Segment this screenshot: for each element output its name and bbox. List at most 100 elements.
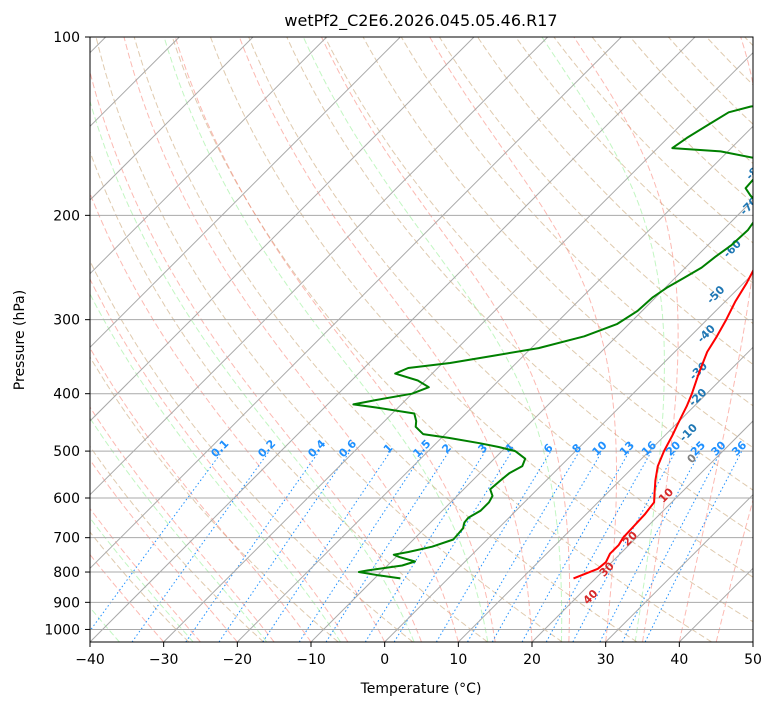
mixing-ratio-label: 30 — [709, 438, 729, 458]
moist-adiabats — [90, 37, 753, 642]
temperature-line — [573, 268, 753, 580]
moist-adiabat-line — [174, 37, 496, 642]
mixing-ratio-line — [90, 450, 223, 632]
wetbulb-line — [163, 37, 489, 642]
isotherm-line — [605, 493, 753, 642]
moist-adiabat-line — [752, 640, 753, 642]
y-tick-label: 300 — [53, 313, 80, 329]
y-tick-label: 900 — [53, 595, 80, 611]
mixing-ratio-line — [298, 450, 425, 642]
y-tick-label: 700 — [53, 531, 80, 547]
mixing-ratio-line — [572, 450, 677, 642]
dry-adiabat-line — [706, 37, 753, 86]
mixing-ratio-label: 2 — [439, 441, 454, 456]
dry-adiabat-label: -90 — [760, 109, 775, 132]
mixing-ratio-label: 0.1 — [208, 437, 231, 460]
isotherm-line — [531, 420, 753, 642]
moist-adiabat-line — [715, 498, 753, 642]
dry-adiabat-line — [90, 259, 414, 642]
x-tick-label: 40 — [670, 652, 688, 668]
y-axis-ticks: 100 200 300 400 500 600 700 800 900 1000 — [44, 30, 90, 638]
dry-adiabat-line — [90, 150, 488, 642]
x-tick-label: −30 — [149, 652, 179, 668]
y-tick-label: 200 — [53, 208, 80, 224]
wetbulb-line — [541, 37, 665, 642]
dry-adiabat-label: -30 — [687, 359, 710, 382]
x-tick-label: −40 — [75, 652, 105, 668]
isotherm-line — [90, 37, 401, 349]
isotherm-line — [310, 199, 753, 642]
mixing-ratio-label: 1.5 — [410, 437, 433, 460]
wetbulb-line — [90, 99, 415, 642]
y-tick-label: 100 — [53, 30, 80, 46]
moist-adiabat-line — [90, 192, 386, 642]
plot-area: -100-90-80-70-60-50-40-30-20-10010203040… — [90, 37, 775, 642]
x-axis-label: Temperature (°C) — [360, 681, 482, 697]
moist-adiabat-line — [429, 37, 617, 642]
mixing-ratio-label: 13 — [617, 439, 637, 459]
mixing-ratio-label: 6 — [541, 441, 556, 456]
isotherm-line — [384, 272, 753, 642]
mixing-ratio-line — [644, 450, 743, 642]
x-tick-label: 10 — [449, 652, 467, 668]
y-axis-label: Pressure (hPa) — [12, 290, 28, 390]
mixing-ratio-line — [185, 450, 320, 642]
y-tick-label: 400 — [53, 387, 80, 403]
y-tick-label: 500 — [53, 444, 80, 460]
dry-adiabat-line — [133, 37, 638, 642]
mixing-ratio-line — [545, 450, 653, 642]
isotherm-line — [163, 51, 753, 642]
moist-adiabat-line — [573, 37, 679, 642]
moist-adiabat-line — [90, 507, 201, 642]
dry-adiabat-line — [248, 37, 753, 578]
dry-adiabat-line — [591, 37, 753, 204]
mixing-ratio-label: 16 — [639, 438, 659, 458]
grid-lines — [90, 37, 753, 642]
plot-frame — [89, 36, 754, 643]
dry-adiabat-line — [400, 37, 753, 407]
wetbulb-line — [90, 417, 268, 642]
mixing-ratio-line — [467, 450, 580, 642]
mixing-ratio-line — [325, 450, 450, 642]
dry-adiabat-label: -60 — [721, 237, 744, 260]
dry-adiabat-line — [90, 445, 264, 642]
moist-adiabat-line — [90, 553, 165, 642]
wetbulb-line — [90, 517, 194, 642]
wetbulb-line — [90, 292, 341, 642]
isotherm-line — [457, 346, 753, 642]
x-tick-label: −10 — [296, 652, 326, 668]
mixing-ratio-line — [218, 450, 351, 642]
isotherm-line — [90, 37, 622, 570]
dewpoint-line — [352, 105, 753, 580]
dry-adiabat-line — [210, 37, 753, 623]
sounding-series — [352, 105, 753, 580]
dry-adiabat-line — [515, 37, 753, 284]
y-tick-label: 1000 — [44, 622, 80, 638]
dry-adiabat-label: -70 — [737, 194, 760, 217]
mixing-ratio-label: 10 — [590, 438, 610, 458]
isotherm-line — [90, 37, 549, 496]
mixing-ratio-lines — [90, 450, 743, 642]
chart-title: wetPf2_C2E6.2026.045.05.46.R17 — [284, 11, 557, 31]
mixing-ratio-line — [393, 450, 513, 642]
moist-adiabat-label: 10 — [656, 485, 676, 505]
moist-adiabat-line — [123, 37, 459, 642]
dry-adiabat-line — [90, 531, 190, 642]
isotherm-line — [90, 37, 328, 275]
moist-adiabat-line — [238, 37, 533, 642]
moist-adiabat-line — [90, 347, 312, 642]
x-tick-label: 0 — [380, 652, 389, 668]
adiabat-labels: -100-90-80-70-60-50-40-30-20-10010203040… — [208, 109, 775, 607]
moist-adiabat-line — [90, 277, 349, 642]
x-tick-label: 30 — [597, 652, 615, 668]
dry-adiabat-line — [95, 37, 563, 642]
mixing-ratio-label: 8 — [570, 441, 585, 456]
wetbulb-lines — [90, 37, 665, 642]
wetbulb-line — [302, 37, 563, 642]
isotherm-line — [90, 37, 475, 422]
mixing-ratio-line — [262, 450, 392, 642]
isotherm-line — [90, 37, 696, 642]
mixing-ratio-label: 1 — [381, 441, 396, 456]
y-tick-label: 800 — [53, 565, 80, 581]
